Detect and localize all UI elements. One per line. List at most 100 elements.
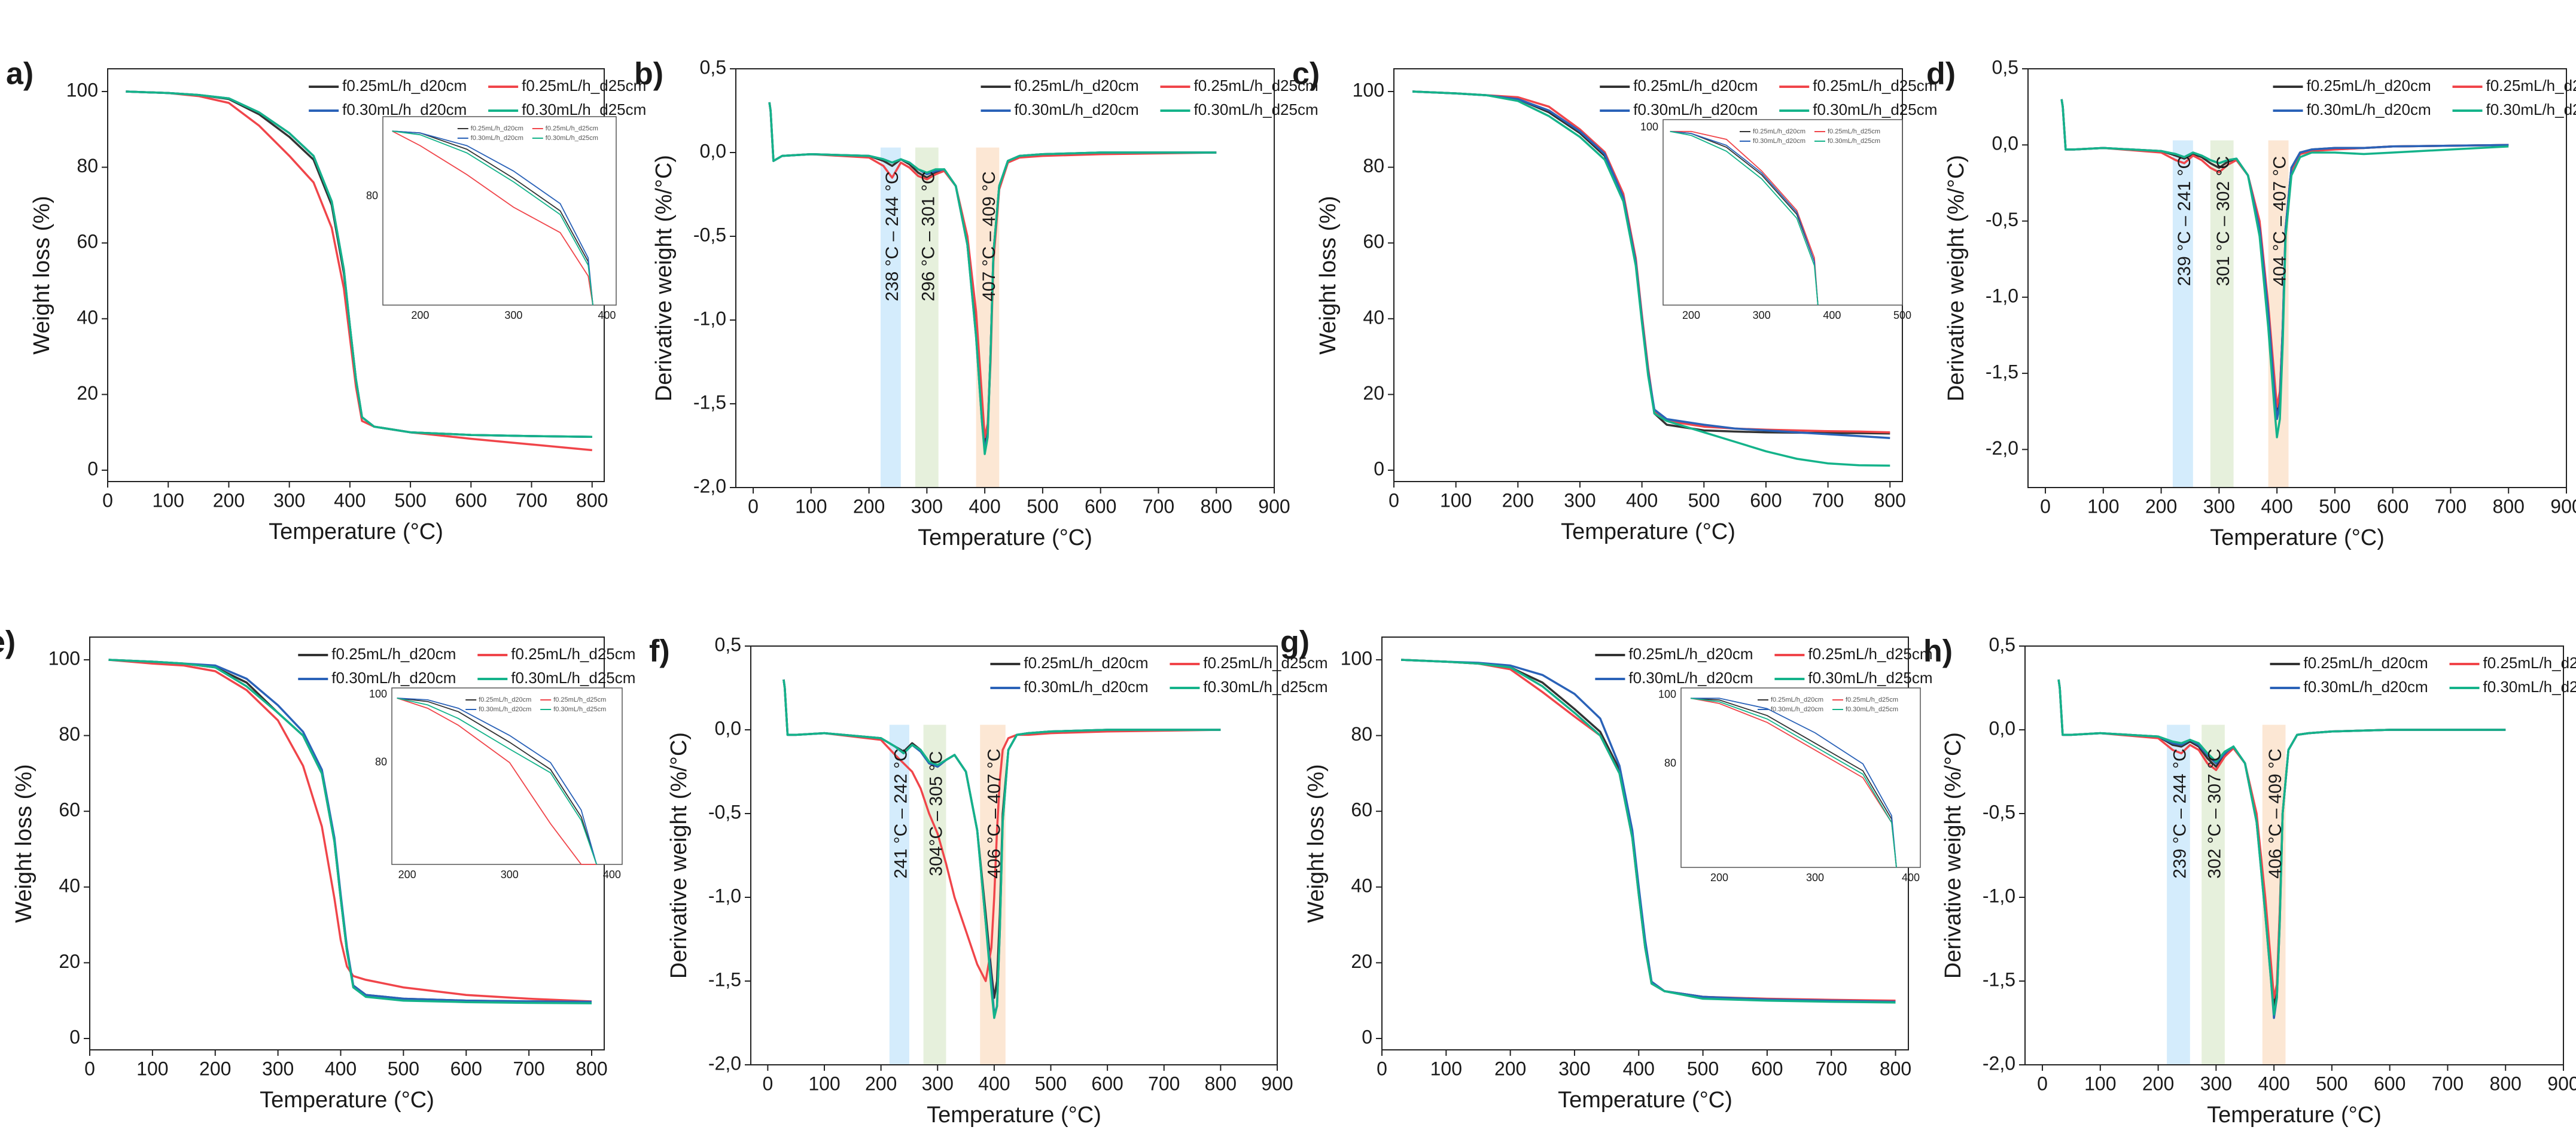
x-tick-label: 0: [2040, 495, 2051, 517]
chart-panel-5: 0 100 200 300 400 500 600 700 800 0 20 40 60 80 100 Tem…: [0, 625, 635, 1113]
y-tick-label: 60: [1363, 231, 1384, 252]
x-tick-label: 700: [2432, 1073, 2464, 1094]
inset-y-tick-label: 80: [375, 756, 387, 768]
x-tick-label: 100: [136, 1058, 168, 1079]
x-tick-label: 200: [853, 495, 885, 517]
legend-label: f0.25mL/h_d20cm: [1633, 77, 1758, 95]
legend-label: f0.25mL/h_d20cm: [1015, 77, 1139, 95]
y-tick-label: 0: [87, 458, 98, 479]
x-tick-label: 700: [1812, 489, 1844, 511]
x-tick-label: 500: [388, 1058, 419, 1079]
plot-frame: [2027, 68, 2567, 488]
y-tick-label: 80: [77, 155, 98, 176]
panel-label: g): [1280, 625, 1310, 660]
x-tick-label: 400: [325, 1058, 357, 1079]
panel-label: c): [1292, 57, 1320, 92]
inset-series-line: [1670, 130, 1819, 306]
x-tick-label: 700: [1148, 1073, 1180, 1094]
x-tick-label: 800: [576, 489, 608, 511]
inset-plot: 200 300 400 500 100 f0.25mL/h_d20cm f0.25mL/h_…: [1640, 119, 1911, 321]
band-label: 406 °C – 409 °C: [2266, 748, 2285, 878]
legend-label: f0.30mL/h_d20cm: [2304, 678, 2428, 696]
panel-label: e): [0, 625, 16, 660]
series-line: [782, 679, 1221, 1019]
y-tick-label: 80: [59, 723, 80, 745]
inset-legend-label: f0.30mL/h_d25cm: [1846, 706, 1898, 713]
band-label: 304°C – 305 °C: [926, 751, 946, 876]
y-tick-label: 40: [59, 875, 80, 896]
inset-y-tick-label: 100: [1658, 688, 1676, 700]
legend-label: f0.30mL/h_d25cm: [1813, 100, 1937, 118]
y-tick-label: -1,0: [693, 307, 726, 329]
y-tick-label: 0,5: [700, 56, 726, 78]
inset-series-line: [397, 698, 598, 865]
y-tick-label: 40: [1351, 875, 1372, 896]
x-axis-title: Temperature (°C): [927, 1103, 1101, 1128]
series-line: [2057, 679, 2506, 1016]
temperature-band: [889, 724, 909, 1065]
legend-label: f0.30mL/h_d20cm: [2307, 100, 2431, 118]
inset-x-tick-label: 400: [598, 309, 616, 321]
x-tick-label: 300: [1564, 489, 1595, 511]
plot-frame: [735, 68, 1275, 488]
x-tick-label: 900: [2550, 495, 2576, 517]
inset-series-line: [397, 698, 597, 865]
x-axis-title: Temperature (°C): [269, 519, 443, 544]
inset-frame: [382, 116, 617, 306]
x-tick-label: 200: [1502, 489, 1534, 511]
x-tick-label: 200: [865, 1073, 897, 1094]
inset-frame: [391, 687, 623, 865]
x-tick-label: 500: [1687, 1058, 1719, 1079]
x-tick-label: 400: [1623, 1058, 1655, 1079]
series-line: [768, 102, 1217, 455]
inset-legend-label: f0.25mL/h_d25cm: [1828, 128, 1880, 135]
x-tick-label: 800: [2493, 495, 2525, 517]
series-line: [126, 90, 592, 452]
band-label: 241 °C – 242 °C: [891, 748, 911, 878]
y-tick-label: -2,0: [1986, 437, 2018, 459]
inset-legend-label: f0.25mL/h_d25cm: [1846, 696, 1898, 703]
x-tick-label: 500: [1035, 1073, 1067, 1094]
legend-label: f0.25mL/h_d20cm: [2304, 654, 2428, 672]
y-axis-title: Derivative weight (%/°C): [651, 155, 677, 401]
inset-series-line: [392, 130, 593, 306]
inset-series-line: [397, 698, 598, 865]
x-tick-label: 300: [922, 1073, 954, 1094]
legend-label: f0.25mL/h_d20cm: [1628, 645, 1753, 663]
x-tick-label: 600: [1085, 495, 1116, 517]
x-tick-label: 100: [2084, 1073, 2116, 1094]
y-tick-label: -0,5: [693, 224, 726, 245]
inset-x-tick-label: 300: [504, 309, 522, 321]
x-tick-label: 300: [1558, 1058, 1590, 1079]
inset-legend-label: f0.30mL/h_d20cm: [1771, 706, 1823, 713]
temperature-band: [2210, 140, 2234, 488]
panel-label: h): [1923, 634, 1953, 669]
x-tick-label: 100: [808, 1073, 840, 1094]
legend-label: f0.30mL/h_d20cm: [1015, 100, 1139, 118]
temperature-band: [2172, 140, 2193, 488]
chart-panel-1: 0 100 200 300 400 500 600 700 800 0 20 40 60 80 100 Tem…: [6, 57, 646, 544]
panel-label: a): [6, 57, 34, 92]
inset-legend-label: f0.25mL/h_d20cm: [479, 696, 531, 703]
legend-label: f0.25mL/h_d25cm: [1194, 77, 1319, 95]
inset-series-line: [1670, 130, 1819, 306]
legend-label: f0.30mL/h_d20cm: [331, 669, 456, 687]
legend-label: f0.25mL/h_d20cm: [2307, 77, 2431, 95]
inset-series-line: [1690, 698, 1897, 868]
inset-plot: 200 300 400 80 f0.25mL/h_d20cm f0.25mL/h_d25c…: [366, 116, 617, 321]
inset-series-line: [1691, 698, 1897, 868]
y-axis-title: Weight loss (%): [1304, 764, 1329, 922]
inset-y-tick-label: 80: [1664, 757, 1676, 769]
legend-label: f0.30mL/h_d20cm: [1628, 669, 1753, 687]
x-axis-title: Temperature (°C): [2207, 1103, 2382, 1128]
y-tick-label: 0,0: [715, 717, 741, 739]
y-axis-title: Weight loss (%): [11, 764, 36, 922]
chart-panel-8: 239 °C – 244 °C 302 °C – 307 °C 406 °C – 4…: [1923, 634, 2576, 1128]
x-tick-label: 100: [153, 489, 184, 511]
legend-label: f0.25mL/h_d25cm: [1813, 77, 1937, 95]
x-tick-label: 0: [762, 1073, 773, 1094]
y-tick-label: -1,5: [1983, 969, 2015, 990]
chart-panel-7: 0 100 200 300 400 500 600 700 800 0 20 40 60 80 100 Tem…: [1280, 625, 1933, 1113]
legend-label: f0.25mL/h_d25cm: [1808, 645, 1932, 663]
